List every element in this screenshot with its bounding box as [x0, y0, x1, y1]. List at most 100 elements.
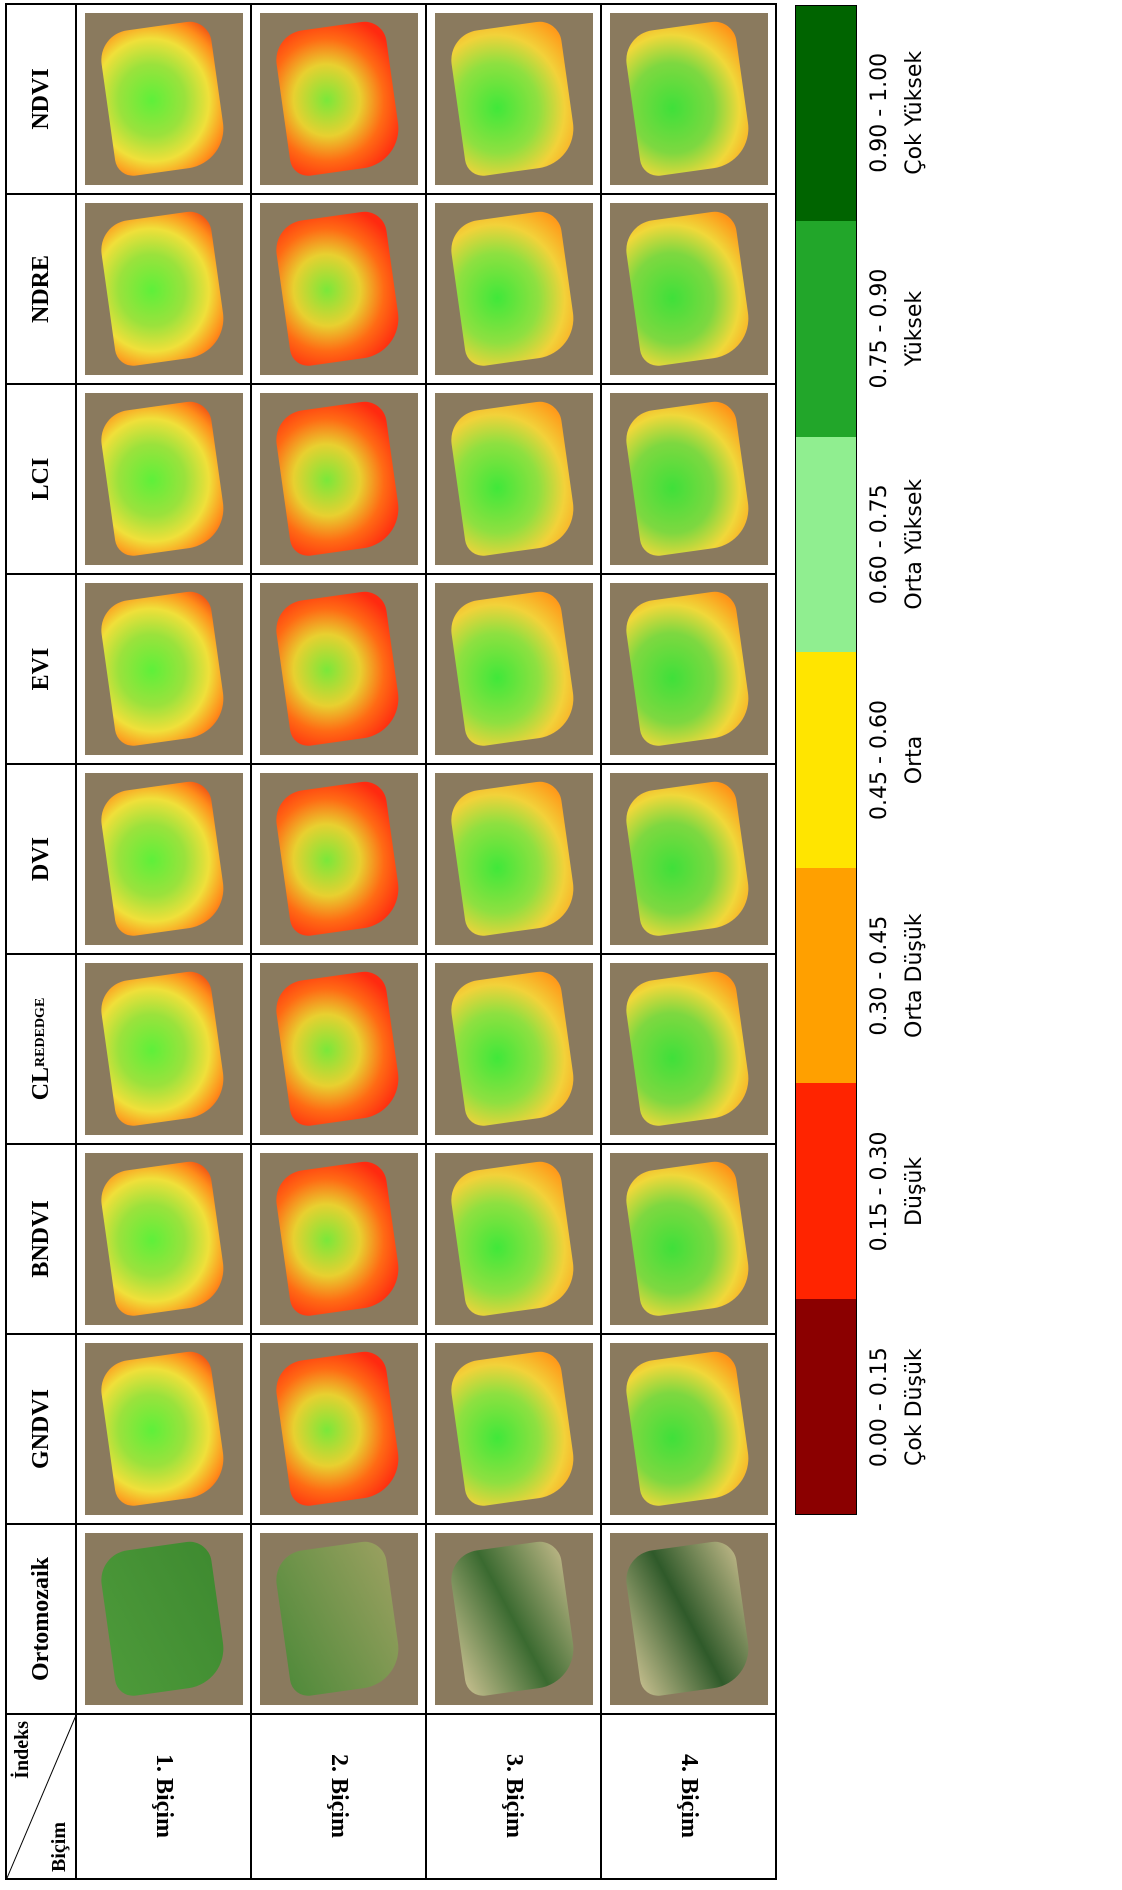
field-image: [434, 203, 593, 375]
image-cell: [426, 574, 601, 764]
legend-swatch: [796, 1298, 856, 1514]
image-cell: [601, 4, 776, 194]
image-cell: [601, 954, 776, 1144]
field-shape: [96, 1348, 229, 1509]
row-header: 2. Biçim: [251, 1714, 426, 1879]
field-shape: [271, 18, 404, 179]
image-cell: [601, 194, 776, 384]
corner-cell: İndeks Biçim: [6, 1714, 76, 1879]
field-shape: [446, 398, 579, 559]
field-shape: [271, 778, 404, 939]
legend-range: 0.75 - 0.90: [867, 268, 892, 389]
column-header: GNDVI: [6, 1334, 76, 1524]
field-image: [434, 583, 593, 755]
header-text: BNDVI: [27, 1200, 54, 1278]
column-header: CL REDEDGE: [6, 954, 76, 1144]
field-shape: [621, 968, 754, 1129]
field-image: [84, 203, 243, 375]
field-shape: [271, 1158, 404, 1319]
row-header: 3. Biçim: [426, 1714, 601, 1879]
field-shape: [271, 588, 404, 749]
image-cell: [76, 1144, 251, 1334]
field-image: [609, 1343, 768, 1515]
field-shape: [271, 208, 404, 369]
image-cell: [251, 764, 426, 954]
legend-label: Çok Düşük: [902, 1348, 927, 1466]
column-header: Ortomozaik: [6, 1524, 76, 1714]
legend-swatch: [796, 1083, 856, 1299]
field-shape: [96, 208, 229, 369]
field-image: [609, 773, 768, 945]
legend-swatch: [796, 652, 856, 868]
field-image: [259, 963, 418, 1135]
image-cell: [251, 1334, 426, 1524]
image-cell: [251, 1524, 426, 1714]
field-image: [84, 1533, 243, 1705]
legend-label: Orta: [902, 735, 927, 785]
legend-ranges: 0.00 - 0.15 0.15 - 0.30 0.30 - 0.45 0.45 - …: [867, 5, 892, 1515]
image-cell: [251, 384, 426, 574]
legend-label: Orta Düşük: [902, 913, 927, 1038]
field-shape: [271, 968, 404, 1129]
field-image: [434, 963, 593, 1135]
image-cell: [601, 1144, 776, 1334]
field-image: [434, 1533, 593, 1705]
field-shape: [446, 208, 579, 369]
field-image: [434, 1153, 593, 1325]
field-image: [84, 393, 243, 565]
column-header: NDVI: [6, 4, 76, 194]
image-cell: [426, 194, 601, 384]
image-cell: [251, 574, 426, 764]
legend-swatch: [796, 436, 856, 653]
field-shape: [446, 1158, 579, 1319]
image-cell: [251, 4, 426, 194]
header-text: Ortomozaik: [27, 1557, 54, 1681]
legend: 0.00 - 0.15 0.15 - 0.30 0.30 - 0.45 0.45 - …: [795, 5, 927, 1515]
field-shape: [96, 778, 229, 939]
header-text: GNDVI: [27, 1389, 54, 1470]
legend-label: Çok Yüksek: [902, 50, 927, 175]
field-shape: [271, 1538, 404, 1699]
header-main: CL: [27, 1066, 54, 1101]
field-image: [434, 13, 593, 185]
field-image: [609, 963, 768, 1135]
legend-label: Yüksek: [902, 290, 927, 367]
field-image: [434, 773, 593, 945]
image-cell: [601, 384, 776, 574]
image-cell: [426, 1144, 601, 1334]
field-image: [259, 1533, 418, 1705]
field-image: [259, 1343, 418, 1515]
row-label: 1. Biçim: [151, 1754, 177, 1839]
image-cell: [426, 764, 601, 954]
field-shape: [446, 778, 579, 939]
legend-range: 0.60 - 0.75: [867, 484, 892, 605]
header-sub: REDEDGE: [33, 997, 48, 1067]
field-image: [259, 393, 418, 565]
legend-swatch: [796, 6, 856, 222]
image-cell: [251, 194, 426, 384]
image-cell: [76, 764, 251, 954]
image-cell: [601, 1334, 776, 1524]
field-shape: [446, 968, 579, 1129]
column-header: BNDVI: [6, 1144, 76, 1334]
header-text: DVI: [27, 837, 54, 882]
legend-range: 0.00 - 0.15: [867, 1347, 892, 1468]
color-bar: [795, 5, 857, 1515]
image-cell: [76, 574, 251, 764]
field-shape: [446, 1538, 579, 1699]
image-cell: [76, 1334, 251, 1524]
image-cell: [601, 574, 776, 764]
field-image: [434, 393, 593, 565]
field-shape: [621, 18, 754, 179]
header-text: LCI: [27, 457, 54, 501]
image-cell: [251, 954, 426, 1144]
row-header: 4. Biçim: [601, 1714, 776, 1879]
field-image: [84, 1153, 243, 1325]
field-image: [259, 203, 418, 375]
column-header: DVI: [6, 764, 76, 954]
image-cell: [426, 954, 601, 1144]
row-label: 2. Biçim: [326, 1754, 352, 1839]
image-cell: [601, 764, 776, 954]
